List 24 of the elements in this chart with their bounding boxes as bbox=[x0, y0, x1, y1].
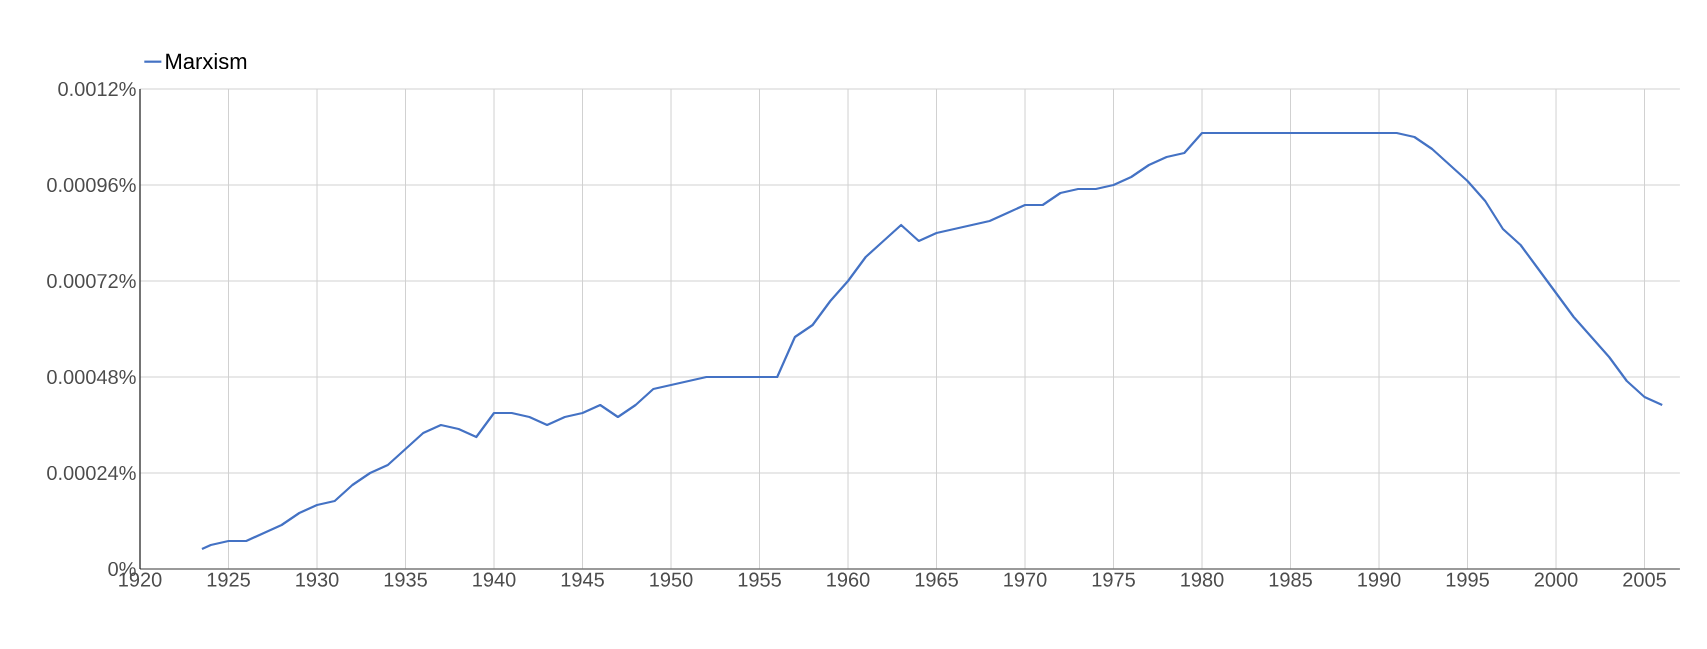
x-tick-label: 1990 bbox=[1358, 572, 1401, 587]
y-tick-label: 0.00072% bbox=[47, 273, 136, 289]
x-tick-label: 1980 bbox=[1181, 572, 1224, 587]
x-tick-label: 1960 bbox=[827, 572, 870, 587]
x-tick-label: 1925 bbox=[207, 572, 250, 587]
x-tick-label: 1945 bbox=[561, 572, 604, 587]
x-tick-label: 1965 bbox=[915, 572, 958, 587]
legend-label: Marxism bbox=[166, 52, 247, 70]
y-tick-label: 0.00024% bbox=[47, 465, 136, 481]
x-tick-label: 1940 bbox=[473, 572, 516, 587]
x-tick-label: 1995 bbox=[1446, 572, 1489, 587]
line-series bbox=[200, 131, 1664, 551]
x-tick-label: 1970 bbox=[1004, 572, 1047, 587]
x-tick-label: 1950 bbox=[650, 572, 693, 587]
x-tick-label: 1985 bbox=[1269, 572, 1312, 587]
x-tick-label: 1935 bbox=[384, 572, 427, 587]
x-tick-label: 1975 bbox=[1092, 572, 1135, 587]
y-tick-label: 0.0012% bbox=[58, 81, 136, 97]
x-tick-label: 2005 bbox=[1623, 572, 1666, 587]
y-tick-label: 0.00096% bbox=[47, 177, 136, 193]
x-tick-label: 1955 bbox=[738, 572, 781, 587]
x-tick-label: 2000 bbox=[1534, 572, 1578, 587]
y-tick-label: 0.00048% bbox=[47, 369, 136, 385]
x-tick-label: 1930 bbox=[296, 572, 339, 587]
